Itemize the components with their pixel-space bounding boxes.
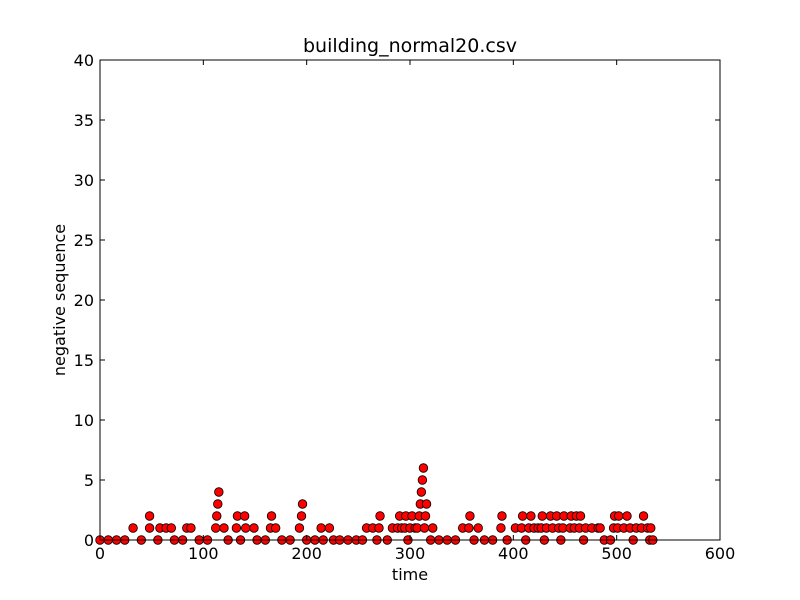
data-point <box>239 511 250 521</box>
data-point <box>316 523 326 533</box>
data-point <box>186 523 196 533</box>
y-tick-label: 5 <box>84 471 94 490</box>
data-point <box>417 475 428 485</box>
data-point <box>526 511 536 521</box>
y-tick-label: 20 <box>74 291 94 310</box>
data-point <box>324 523 335 533</box>
data-point <box>211 523 221 533</box>
y-tick-label: 0 <box>84 531 94 550</box>
data-point <box>294 523 305 533</box>
data-point <box>419 523 430 533</box>
x-tick-label: 300 <box>395 544 426 563</box>
x-tick-label: 500 <box>601 544 632 563</box>
y-tick-label: 35 <box>74 111 94 130</box>
chart-title: building_normal20.csv <box>303 35 517 57</box>
data-point <box>219 523 229 533</box>
data-point <box>144 511 155 521</box>
data-point <box>212 511 222 521</box>
plot-frame <box>99 59 721 541</box>
data-point <box>270 523 281 533</box>
data-point <box>214 487 224 497</box>
y-tick-label: 10 <box>74 411 94 430</box>
data-points <box>95 463 658 545</box>
x-tick-label: 200 <box>291 544 322 563</box>
data-point <box>622 511 632 521</box>
data-point <box>266 511 277 521</box>
data-point <box>465 511 475 521</box>
data-point <box>418 463 429 473</box>
axis-ticks: 0 100 200 300 400 500 600 0 5 10 15 20 25 30 35 40 <box>74 51 736 563</box>
data-point <box>297 499 308 509</box>
y-tick-label: 15 <box>74 351 94 370</box>
data-point <box>537 511 547 521</box>
data-point <box>464 523 474 533</box>
data-point <box>296 511 307 521</box>
data-point <box>374 523 384 533</box>
data-point <box>638 511 649 521</box>
data-point <box>646 523 656 533</box>
data-point <box>420 511 431 521</box>
x-tick-label: 100 <box>188 544 219 563</box>
data-point <box>249 523 259 533</box>
data-point <box>240 523 251 533</box>
y-tick-label: 30 <box>74 171 94 190</box>
data-point <box>595 523 605 533</box>
data-point <box>166 523 177 533</box>
data-point <box>375 511 385 521</box>
data-point <box>428 523 438 533</box>
y-axis-label: negative sequence <box>50 224 69 376</box>
data-point <box>614 511 624 521</box>
data-point <box>213 499 223 509</box>
y-tick-label: 25 <box>74 231 94 250</box>
x-tick-label: 400 <box>498 544 529 563</box>
data-point <box>496 523 506 533</box>
data-point <box>231 523 242 533</box>
data-point <box>517 511 528 521</box>
data-point <box>575 511 586 521</box>
data-point <box>416 487 427 497</box>
data-point <box>128 523 138 533</box>
x-tick-label: 600 <box>705 544 736 563</box>
x-tick-label: 0 <box>95 544 105 563</box>
x-axis-label: time <box>392 565 428 584</box>
data-point <box>421 499 432 509</box>
data-point <box>144 523 155 533</box>
y-tick-label: 40 <box>74 51 94 70</box>
data-point <box>497 511 507 521</box>
data-point <box>473 523 483 533</box>
